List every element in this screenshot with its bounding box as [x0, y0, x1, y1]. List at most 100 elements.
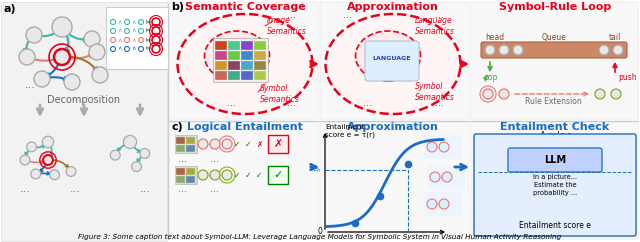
Circle shape — [152, 36, 160, 44]
FancyBboxPatch shape — [320, 122, 469, 239]
Circle shape — [595, 89, 605, 99]
Circle shape — [427, 142, 437, 152]
Text: ∧: ∧ — [132, 38, 136, 43]
Text: ⊨: ⊨ — [145, 20, 151, 24]
Circle shape — [124, 136, 136, 149]
Text: 0: 0 — [317, 227, 322, 236]
Text: ∧: ∧ — [118, 29, 122, 33]
Circle shape — [89, 44, 105, 60]
Circle shape — [34, 71, 50, 87]
Text: Queue: Queue — [541, 33, 566, 42]
Ellipse shape — [355, 31, 420, 81]
Circle shape — [222, 139, 232, 149]
Text: LLM: LLM — [544, 155, 566, 165]
Bar — [228, 61, 240, 70]
Circle shape — [499, 89, 509, 99]
Text: a): a) — [4, 4, 17, 14]
Circle shape — [27, 142, 36, 152]
Bar — [241, 51, 253, 60]
Circle shape — [50, 170, 60, 180]
Ellipse shape — [205, 31, 269, 81]
Bar — [241, 71, 253, 80]
Text: ✓: ✓ — [273, 170, 283, 180]
Circle shape — [52, 17, 72, 37]
Text: Entailment
score e = τ(r): Entailment score e = τ(r) — [325, 124, 375, 138]
Bar — [215, 41, 227, 50]
Bar — [254, 61, 266, 70]
Circle shape — [111, 38, 115, 43]
Circle shape — [26, 27, 42, 43]
Circle shape — [439, 199, 449, 209]
Bar — [186, 168, 195, 175]
Bar — [215, 51, 227, 60]
Text: ⊨: ⊨ — [145, 29, 151, 33]
FancyBboxPatch shape — [169, 122, 318, 239]
Bar — [176, 145, 185, 152]
Text: In a picture...
Estimate the
probability ...: In a picture... Estimate the probability… — [533, 174, 577, 197]
Circle shape — [125, 38, 129, 43]
Bar — [241, 41, 253, 50]
Text: Approximation: Approximation — [347, 122, 439, 132]
Text: ∧: ∧ — [132, 46, 136, 52]
Bar — [186, 176, 195, 183]
FancyBboxPatch shape — [471, 2, 638, 120]
Circle shape — [19, 49, 35, 65]
FancyBboxPatch shape — [169, 2, 318, 120]
Text: ...: ... — [227, 98, 236, 108]
Bar — [254, 51, 266, 60]
Circle shape — [92, 67, 108, 83]
Text: Semantic Coverage: Semantic Coverage — [184, 2, 305, 12]
FancyBboxPatch shape — [106, 7, 168, 69]
Text: ...: ... — [435, 98, 444, 108]
Circle shape — [125, 46, 129, 52]
Text: Logical Entailment: Logical Entailment — [187, 122, 303, 132]
Circle shape — [54, 49, 70, 65]
Circle shape — [138, 20, 143, 24]
Text: ✓: ✓ — [234, 171, 240, 180]
Text: ...: ... — [435, 10, 444, 20]
Circle shape — [222, 170, 232, 180]
Text: $e_h$: $e_h$ — [312, 165, 322, 175]
Text: ...: ... — [215, 10, 224, 20]
Ellipse shape — [326, 14, 461, 114]
Circle shape — [483, 89, 493, 99]
Text: Figure 3: Some caption text about Symbol-LLM: Leverage Language Models for Symbo: Figure 3: Some caption text about Symbol… — [78, 234, 562, 240]
Text: Symbol
Semantics: Symbol Semantics — [415, 82, 455, 102]
Text: Image
Semantics: Image Semantics — [267, 16, 307, 36]
Text: ✗: ✗ — [273, 139, 283, 149]
Text: Entailment Check: Entailment Check — [500, 122, 610, 132]
Bar — [424, 135, 462, 159]
Text: ...: ... — [287, 10, 296, 20]
Bar — [213, 38, 268, 82]
Bar — [215, 61, 227, 70]
Circle shape — [442, 172, 452, 182]
Text: Entailment score e: Entailment score e — [519, 221, 591, 230]
Circle shape — [427, 199, 437, 209]
Circle shape — [132, 162, 141, 172]
Text: ...: ... — [287, 98, 296, 108]
Text: ∧: ∧ — [118, 38, 122, 43]
Circle shape — [513, 45, 523, 55]
Circle shape — [439, 142, 449, 152]
Text: ∧: ∧ — [132, 20, 136, 24]
Circle shape — [611, 89, 621, 99]
Circle shape — [66, 166, 76, 176]
FancyBboxPatch shape — [365, 41, 419, 81]
Circle shape — [430, 172, 440, 182]
Text: LANGUAGE: LANGUAGE — [372, 56, 412, 61]
Text: ...: ... — [140, 184, 151, 194]
FancyBboxPatch shape — [1, 2, 167, 241]
Circle shape — [64, 74, 80, 90]
Circle shape — [613, 45, 623, 55]
Bar — [254, 41, 266, 50]
Circle shape — [125, 29, 129, 33]
Text: push: push — [618, 73, 637, 82]
Text: ∧: ∧ — [132, 29, 136, 33]
Circle shape — [111, 20, 115, 24]
Text: ✗: ✗ — [256, 139, 262, 149]
Bar — [241, 61, 253, 70]
Circle shape — [84, 31, 100, 47]
Bar — [427, 165, 465, 189]
Text: ∧: ∧ — [118, 46, 122, 52]
Text: tail: tail — [609, 33, 621, 42]
